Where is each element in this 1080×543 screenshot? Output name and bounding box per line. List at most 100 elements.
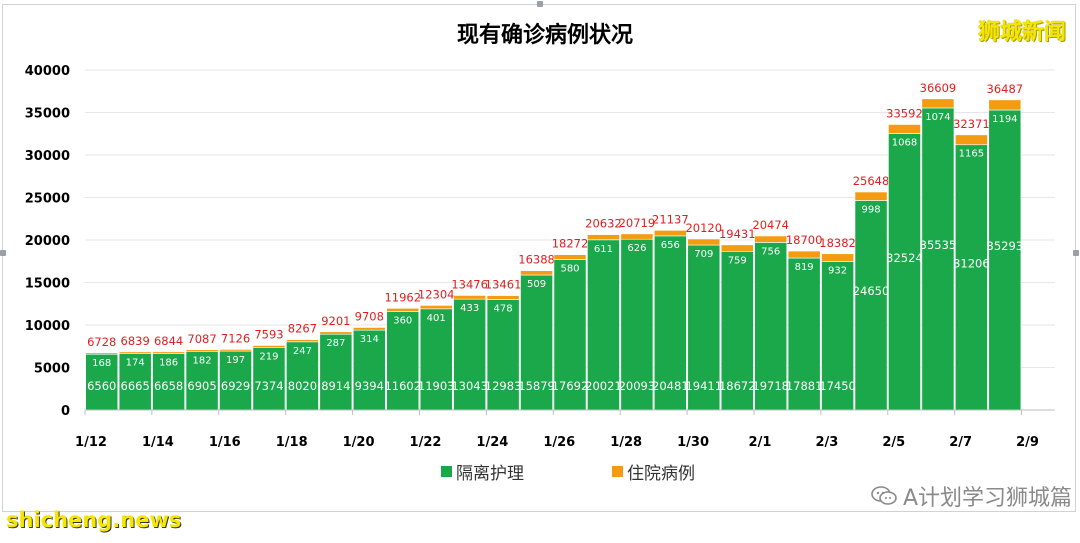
bar-hospital xyxy=(988,99,1022,111)
bar-hospital xyxy=(352,327,386,331)
bar-hospital xyxy=(419,305,453,310)
bar-isolation xyxy=(754,242,788,411)
x-tick-label: 2/9 xyxy=(1016,435,1039,450)
data-label-hospital: 709 xyxy=(694,249,713,260)
data-label-isolation: 20021 xyxy=(585,379,622,393)
x-tick-label: 1/18 xyxy=(276,435,308,450)
bar-isolation xyxy=(520,274,553,411)
data-label-hospital: 509 xyxy=(527,279,546,290)
bar-isolation xyxy=(921,107,955,411)
data-label-isolation: 17881 xyxy=(786,379,823,393)
data-label-hospital: 611 xyxy=(594,244,613,255)
bar-isolation xyxy=(286,341,319,411)
resize-handle-left[interactable] xyxy=(0,250,6,256)
data-label-total: 18272 xyxy=(552,237,589,251)
data-label-isolation: 17692 xyxy=(552,379,589,393)
bar-isolation xyxy=(955,144,988,411)
data-label-isolation: 6905 xyxy=(187,379,216,393)
bar-isolation xyxy=(486,299,520,411)
bar-hospital xyxy=(386,308,420,312)
y-tick-label: 20000 xyxy=(25,234,70,249)
data-label-total: 9708 xyxy=(355,309,384,323)
data-label-total: 9201 xyxy=(321,314,350,328)
data-label-total: 7087 xyxy=(187,332,216,346)
data-label-total: 20632 xyxy=(585,217,622,231)
data-label-hospital: 580 xyxy=(560,264,579,275)
data-label-isolation: 12983 xyxy=(485,379,522,393)
legend-swatch-hospital xyxy=(612,466,623,477)
bar-hospital xyxy=(453,295,487,300)
data-label-total: 7593 xyxy=(254,327,283,341)
data-label-total: 19431 xyxy=(719,227,756,241)
y-tick-label: 40000 xyxy=(25,64,70,79)
bar-hospital xyxy=(854,191,888,201)
bar-isolation xyxy=(419,308,453,411)
data-label-total: 18700 xyxy=(786,233,823,247)
bar-isolation xyxy=(988,109,1022,411)
x-tick-label: 2/3 xyxy=(815,435,838,450)
data-label-total: 25648 xyxy=(853,174,890,188)
data-label-total: 21137 xyxy=(652,212,689,226)
data-label-total: 13461 xyxy=(485,278,522,292)
data-label-total: 32371 xyxy=(953,117,990,131)
data-label-total: 20474 xyxy=(752,218,789,232)
data-label-hospital: 756 xyxy=(761,246,780,257)
x-tick-label: 1/20 xyxy=(343,435,375,450)
resize-handle-right[interactable] xyxy=(1073,250,1079,256)
data-label-isolation: 7374 xyxy=(254,379,283,393)
data-label-isolation: 31206 xyxy=(953,256,990,270)
x-tick-label: 1/12 xyxy=(75,435,107,450)
data-label-isolation: 35535 xyxy=(920,238,957,252)
data-label-isolation: 8914 xyxy=(321,379,350,393)
data-label-isolation: 20481 xyxy=(652,379,689,393)
data-label-hospital: 759 xyxy=(728,255,747,266)
data-label-total: 20719 xyxy=(619,216,656,230)
data-label-hospital: 182 xyxy=(193,355,212,366)
bar-isolation xyxy=(453,298,487,411)
data-label-isolation: 6665 xyxy=(121,379,150,393)
data-label-isolation: 32524 xyxy=(886,251,923,265)
bar-isolation xyxy=(720,250,754,411)
data-label-isolation: 15879 xyxy=(518,379,555,393)
data-label-isolation: 17450 xyxy=(819,379,856,393)
bar-isolation xyxy=(687,244,721,411)
data-label-isolation: 18672 xyxy=(719,379,756,393)
y-tick-label: 30000 xyxy=(25,149,70,164)
legend-label-hospital: 住院病例 xyxy=(627,464,695,484)
bar-isolation xyxy=(821,261,854,411)
data-label-hospital: 360 xyxy=(393,315,412,326)
data-label-hospital: 287 xyxy=(326,338,345,349)
data-label-isolation: 6658 xyxy=(154,379,183,393)
bar-hospital xyxy=(955,134,988,146)
data-label-isolation: 24650 xyxy=(853,284,890,298)
bar-isolation xyxy=(854,200,888,411)
data-label-total: 11962 xyxy=(384,290,421,304)
bar-isolation xyxy=(787,257,821,411)
data-label-isolation: 35293 xyxy=(987,239,1024,253)
bar-hospital xyxy=(486,295,520,300)
resize-handle-top[interactable] xyxy=(537,1,543,7)
legend-swatch-isolation xyxy=(441,466,452,477)
bar-hospital xyxy=(152,351,185,354)
site-watermark: shicheng.news xyxy=(6,508,182,532)
bar-hospital xyxy=(553,254,587,260)
data-label-total: 8267 xyxy=(288,322,317,336)
x-tick-label: 2/5 xyxy=(882,435,905,450)
data-label-hospital: 932 xyxy=(828,266,847,277)
bar-hospital xyxy=(687,238,721,246)
bar-isolation xyxy=(219,350,252,411)
data-label-isolation: 11602 xyxy=(384,379,421,393)
bar-hospital xyxy=(653,230,687,237)
bar-isolation xyxy=(653,235,687,411)
wechat-watermark-text: A计划学习狮城篇 xyxy=(902,486,1072,511)
data-label-isolation: 19411 xyxy=(685,379,722,393)
bar-isolation xyxy=(620,238,654,411)
bar-hospital xyxy=(85,352,119,355)
bar-hospital xyxy=(118,351,152,354)
x-tick-label: 2/7 xyxy=(949,435,972,450)
bar-hospital xyxy=(620,233,654,240)
bar-hospital xyxy=(888,124,921,134)
data-label-total: 16388 xyxy=(518,253,555,267)
y-tick-label: 5000 xyxy=(34,362,70,377)
